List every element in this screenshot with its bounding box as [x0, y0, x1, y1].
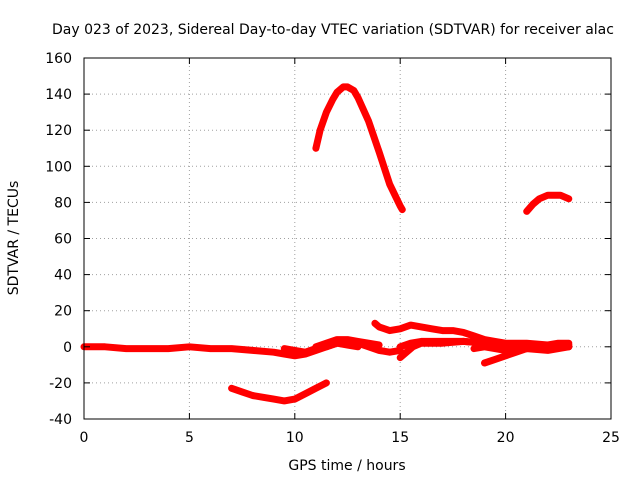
y-tick-label: 160 — [45, 51, 72, 67]
y-tick-label: 140 — [45, 87, 72, 103]
y-tick-label: 20 — [54, 304, 72, 320]
series-arc-4 — [228, 379, 330, 405]
y-tick-label: 60 — [54, 232, 72, 248]
y-tick-label: -40 — [49, 412, 72, 428]
x-axis-ticks: 0 5 10 15 20 25 — [80, 58, 620, 446]
x-tick-label: 25 — [602, 430, 620, 446]
y-tick-label: 100 — [45, 159, 72, 175]
y-tick-label: 40 — [54, 268, 72, 284]
series-arc-3 — [312, 336, 383, 351]
y-tick-label: 0 — [63, 340, 72, 356]
plot-frame — [83, 57, 612, 420]
series-arc-5 — [312, 83, 406, 214]
data-series — [80, 83, 573, 405]
grid-lines — [84, 58, 611, 419]
series-arc-11 — [470, 343, 573, 354]
x-tick-label: 20 — [497, 430, 515, 446]
x-tick-label: 10 — [286, 430, 304, 446]
x-tick-label: 15 — [391, 430, 409, 446]
x-axis-label: GPS time / hours — [288, 458, 405, 474]
series-arc-6 — [523, 191, 573, 215]
x-tick-label: 0 — [80, 430, 89, 446]
chart-title: Day 023 of 2023, Sidereal Day-to-day VTE… — [52, 22, 614, 38]
x-tick-label: 5 — [185, 430, 194, 446]
y-tick-label: 120 — [45, 123, 72, 139]
y-tick-label: -20 — [49, 376, 72, 392]
y-axis-ticks: -40 -20 0 20 40 60 80 100 120 140 160 — [45, 51, 611, 428]
y-tick-label: 80 — [54, 195, 72, 211]
y-axis-label: SDTVAR / TECUs — [6, 181, 22, 296]
